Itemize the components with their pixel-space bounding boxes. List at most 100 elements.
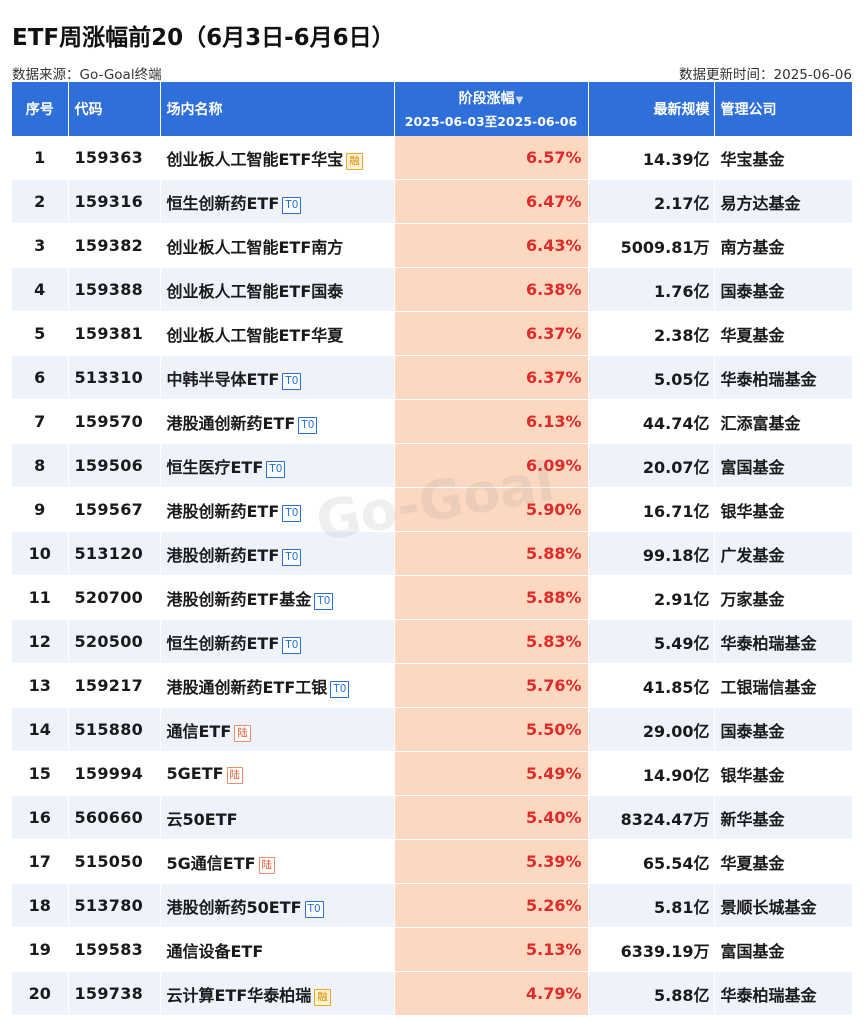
etf-name: 创业板人工智能ETF华夏	[166, 325, 344, 345]
t0-badge: T0	[266, 460, 286, 478]
etf-name: 5G通信ETF	[166, 853, 256, 873]
lu-badge: 陆	[226, 766, 244, 784]
period-change: 5.26%	[394, 883, 589, 928]
etf-name-cell: 创业板人工智能ETF南方	[160, 223, 395, 268]
table-row[interactable]: 19 159583 通信设备ETF 5.13% 6339.19万 富国基金	[12, 927, 852, 972]
period-change: 5.13%	[394, 927, 589, 972]
period-change: 6.37%	[394, 311, 589, 356]
table-row[interactable]: 12 520500 恒生创新药ETF T0 5.83% 5.49亿 华泰柏瑞基金	[12, 619, 852, 664]
table-row[interactable]: 1 159363 创业板人工智能ETF华宝融 6.57% 14.39亿 华宝基金	[12, 136, 852, 180]
etf-code: 159316	[68, 179, 161, 224]
management-company: 景顺长城基金	[714, 883, 852, 928]
table-row[interactable]: 9 159567 港股创新药ETF T0 5.90% 16.71亿 银华基金	[12, 487, 852, 532]
management-company: 国泰基金	[714, 267, 852, 312]
period-change: 6.47%	[394, 179, 589, 224]
table-row[interactable]: 8 159506 恒生医疗ETF T0 6.09% 20.07亿 富国基金	[12, 443, 852, 488]
t0-badge: T0	[282, 196, 302, 214]
fund-size: 14.39亿	[588, 136, 715, 180]
management-company: 易方达基金	[714, 179, 852, 224]
etf-name: 港股创新药ETF	[166, 545, 280, 565]
fund-size: 2.17亿	[588, 179, 715, 224]
table-row[interactable]: 20 159738 云计算ETF华泰柏瑞融 4.79% 5.88亿 华泰柏瑞基金	[12, 971, 852, 1016]
t0-badge: T0	[282, 372, 302, 390]
row-number: 3	[12, 223, 69, 268]
etf-name-cell: 恒生创新药ETF T0	[160, 179, 395, 224]
etf-code: 513780	[68, 883, 161, 928]
table-row[interactable]: 2 159316 恒生创新药ETF T0 6.47% 2.17亿 易方达基金	[12, 179, 852, 224]
period-change: 5.40%	[394, 795, 589, 840]
rong-badge: 融	[314, 988, 331, 1006]
table-row[interactable]: 15 159994 5GETF 陆 5.49% 14.90亿 银华基金	[12, 751, 852, 796]
management-company: 富国基金	[714, 927, 852, 972]
period-change: 5.83%	[394, 619, 589, 664]
period-change: 6.38%	[394, 267, 589, 312]
fund-size: 2.91亿	[588, 575, 715, 620]
table-row[interactable]: 7 159570 港股通创新药ETF T0 6.13% 44.74亿 汇添富基金	[12, 399, 852, 444]
period-change: 4.79%	[394, 971, 589, 1016]
etf-name-cell: 云50ETF	[160, 795, 395, 840]
etf-name-cell: 创业板人工智能ETF华宝融	[160, 136, 395, 180]
etf-code: 159363	[68, 136, 161, 180]
col-header-code[interactable]: 代码	[68, 82, 161, 136]
etf-ranking-table: 序号 代码 场内名称 阶段涨幅▼ 2025-06-03至2025-06-06 最…	[12, 82, 852, 1016]
management-company: 汇添富基金	[714, 399, 852, 444]
etf-name: 创业板人工智能ETF国泰	[166, 281, 344, 301]
table-row[interactable]: 4 159388 创业板人工智能ETF国泰 6.38% 1.76亿 国泰基金	[12, 267, 852, 312]
table-row[interactable]: 10 513120 港股创新药ETF T0 5.88% 99.18亿 广发基金	[12, 531, 852, 576]
etf-name-cell: 创业板人工智能ETF国泰	[160, 267, 395, 312]
fund-size: 5.81亿	[588, 883, 715, 928]
table-row[interactable]: 13 159217 港股通创新药ETF工银 T0 5.76% 41.85亿 工银瑞信基金	[12, 663, 852, 708]
col-header-change[interactable]: 阶段涨幅▼ 2025-06-03至2025-06-06	[394, 82, 589, 136]
management-company: 华夏基金	[714, 311, 852, 356]
etf-name: 创业板人工智能ETF南方	[166, 237, 344, 257]
row-number: 20	[12, 971, 69, 1016]
etf-name: 云计算ETF华泰柏瑞	[166, 985, 312, 1005]
management-company: 南方基金	[714, 223, 852, 268]
table-row[interactable]: 3 159382 创业板人工智能ETF南方 6.43% 5009.81万 南方基金	[12, 223, 852, 268]
fund-size: 29.00亿	[588, 707, 715, 752]
col-header-company[interactable]: 管理公司	[714, 82, 852, 136]
fund-size: 6339.19万	[588, 927, 715, 972]
table-row[interactable]: 17 515050 5G通信ETF 陆 5.39% 65.54亿 华夏基金	[12, 839, 852, 884]
table-row[interactable]: 14 515880 通信ETF 陆 5.50% 29.00亿 国泰基金	[12, 707, 852, 752]
table-row[interactable]: 6 513310 中韩半导体ETF T0 6.37% 5.05亿 华泰柏瑞基金	[12, 355, 852, 400]
sort-desc-icon[interactable]: ▼	[515, 95, 524, 106]
t0-badge: T0	[282, 636, 302, 654]
table-row[interactable]: 5 159381 创业板人工智能ETF华夏 6.37% 2.38亿 华夏基金	[12, 311, 852, 356]
page-title: ETF周涨幅前20（6月3日-6月6日）	[12, 25, 395, 51]
rong-badge: 融	[346, 152, 363, 170]
col-header-size[interactable]: 最新规模	[588, 82, 715, 136]
fund-size: 5009.81万	[588, 223, 715, 268]
period-change: 5.50%	[394, 707, 589, 752]
etf-name-cell: 恒生医疗ETF T0	[160, 443, 395, 488]
etf-name-cell: 港股创新药ETF T0	[160, 487, 395, 532]
period-change: 5.90%	[394, 487, 589, 532]
etf-code: 159738	[68, 971, 161, 1016]
fund-size: 20.07亿	[588, 443, 715, 488]
table-row[interactable]: 16 560660 云50ETF 5.40% 8324.47万 新华基金	[12, 795, 852, 840]
col-header-name[interactable]: 场内名称	[160, 82, 395, 136]
row-number: 6	[12, 355, 69, 400]
table-row[interactable]: 18 513780 港股创新药50ETF T0 5.26% 5.81亿 景顺长城基金	[12, 883, 852, 928]
etf-name-cell: 恒生创新药ETF T0	[160, 619, 395, 664]
row-number: 1	[12, 136, 69, 180]
col-header-change-label: 阶段涨幅	[458, 91, 515, 107]
management-company: 华宝基金	[714, 136, 852, 180]
etf-name: 云50ETF	[166, 809, 238, 829]
table-row[interactable]: 11 520700 港股创新药ETF基金 T0 5.88% 2.91亿 万家基金	[12, 575, 852, 620]
management-company: 华泰柏瑞基金	[714, 619, 852, 664]
col-header-num[interactable]: 序号	[12, 82, 69, 136]
etf-code: 159382	[68, 223, 161, 268]
etf-name: 恒生创新药ETF	[166, 193, 280, 213]
etf-name: 恒生创新药ETF	[166, 633, 280, 653]
period-change: 5.88%	[394, 575, 589, 620]
etf-name-cell: 港股创新药ETF基金 T0	[160, 575, 395, 620]
period-change: 6.57%	[394, 136, 589, 180]
management-company: 华夏基金	[714, 839, 852, 884]
row-number: 15	[12, 751, 69, 796]
etf-name-cell: 港股创新药50ETF T0	[160, 883, 395, 928]
fund-size: 65.54亿	[588, 839, 715, 884]
management-company: 广发基金	[714, 531, 852, 576]
row-number: 19	[12, 927, 69, 972]
period-change: 6.09%	[394, 443, 589, 488]
